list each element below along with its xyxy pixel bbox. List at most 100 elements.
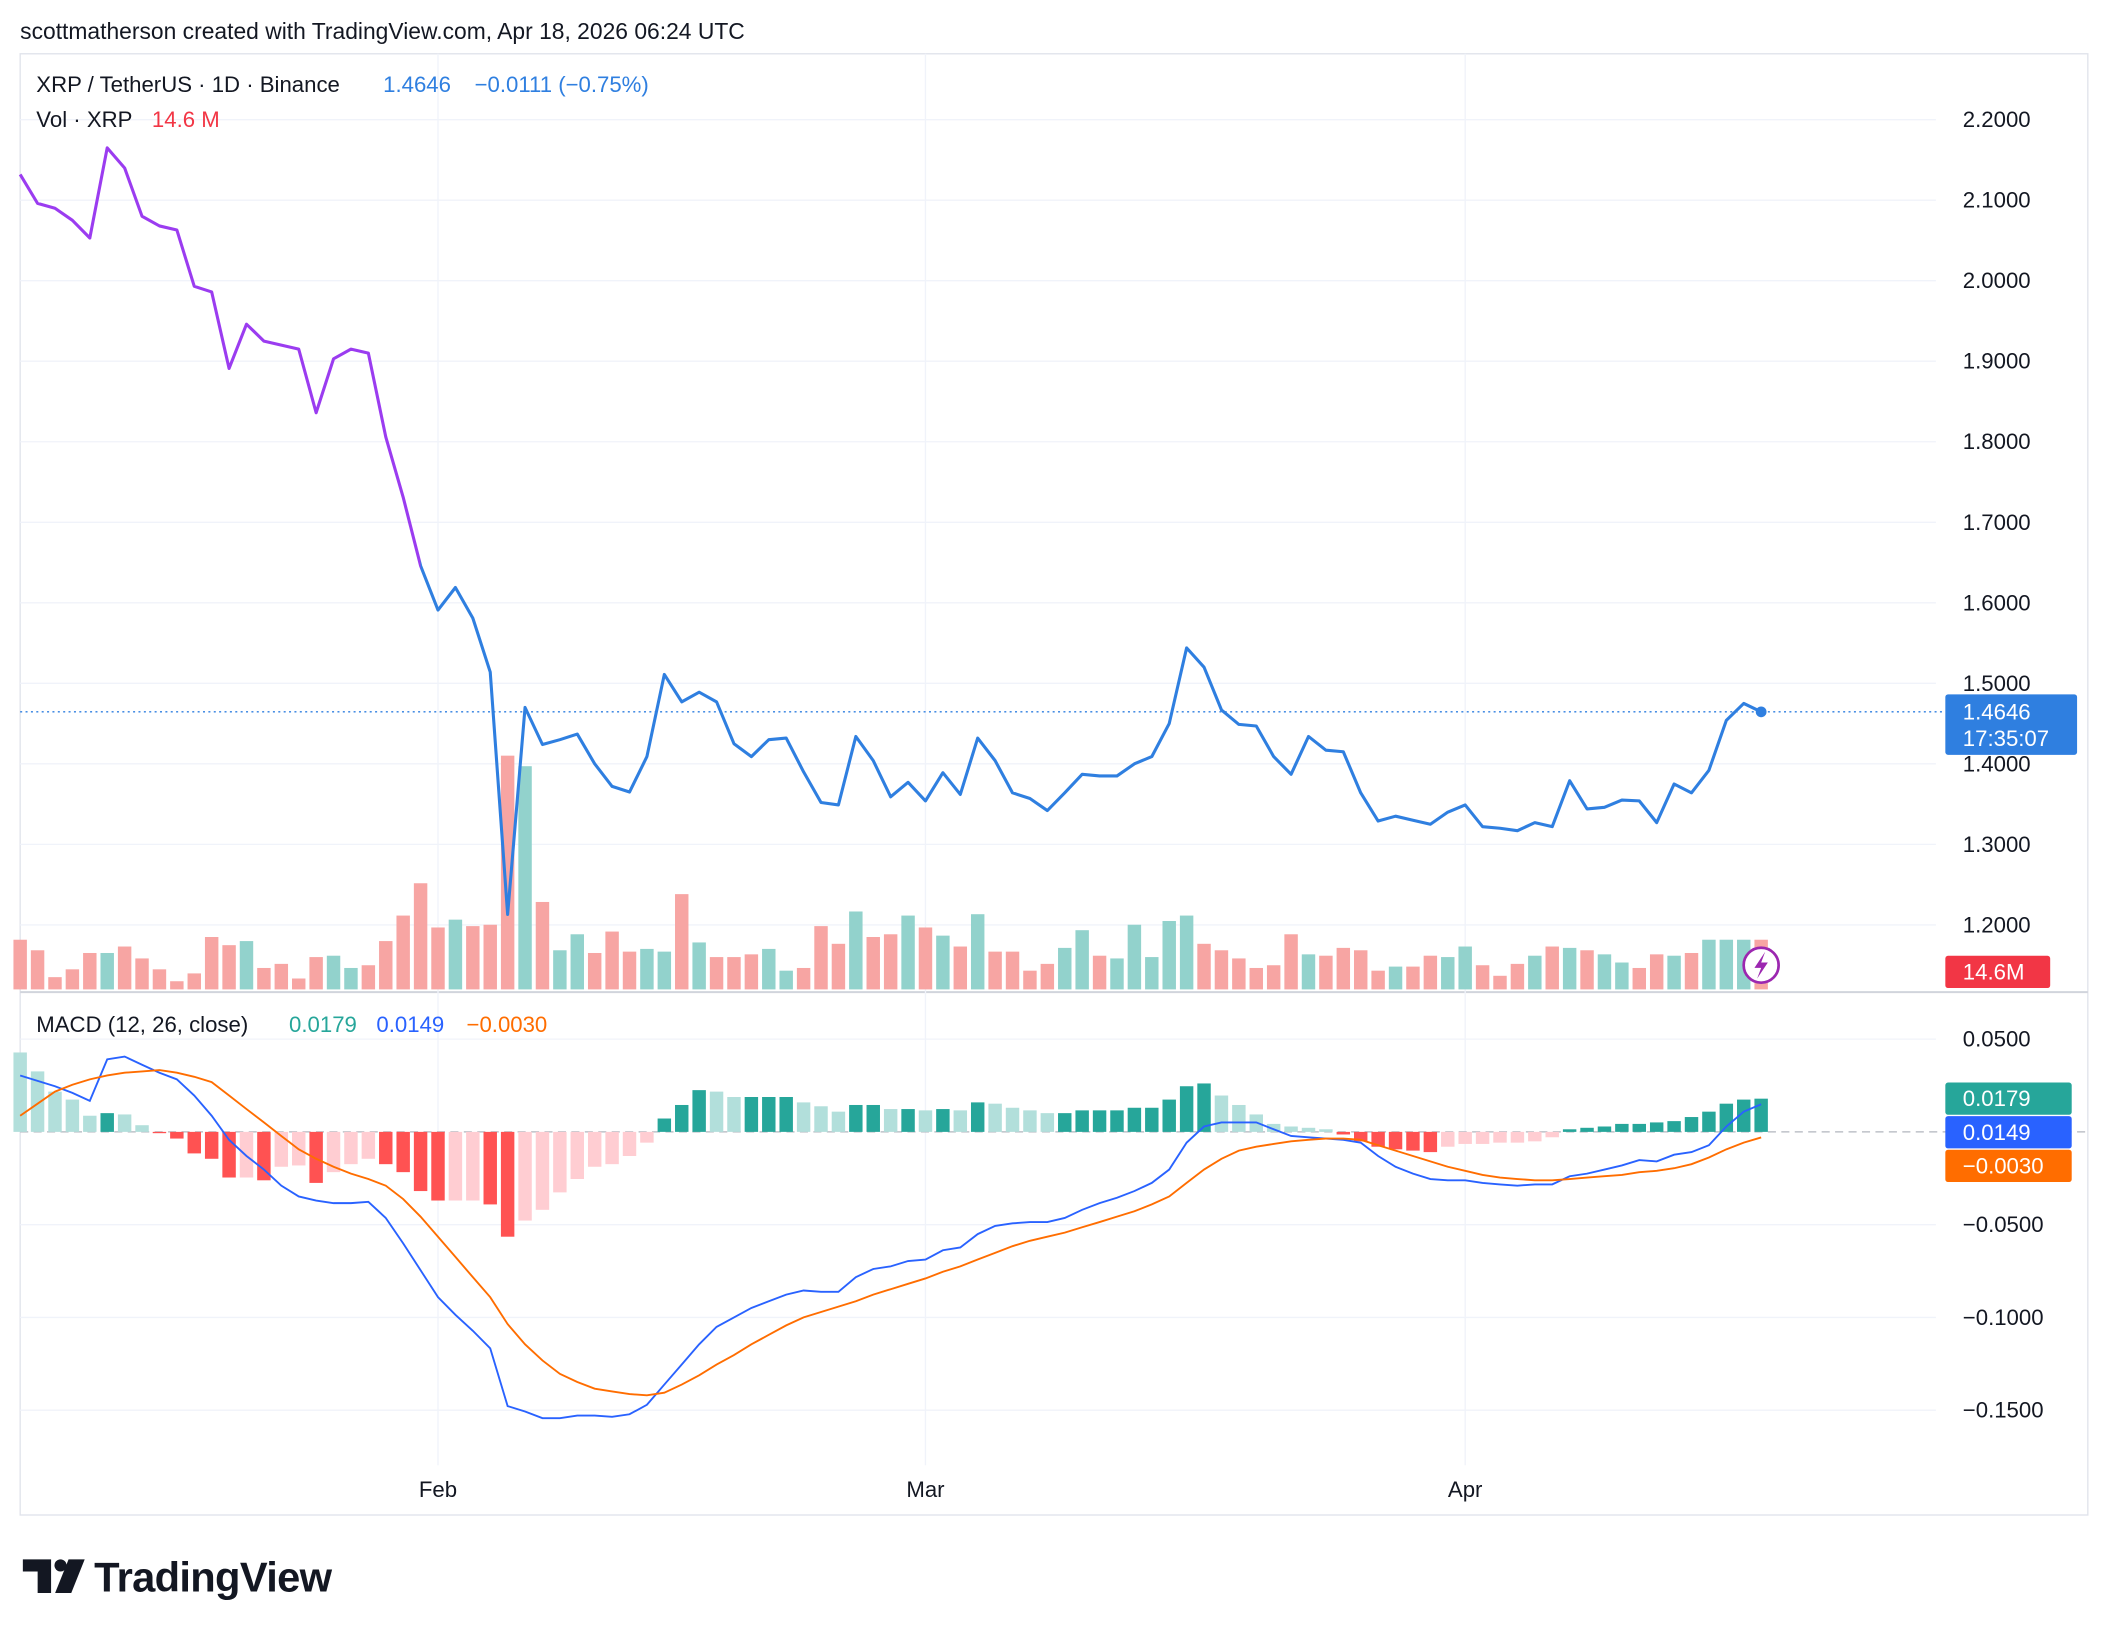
macd-histogram-bar <box>1649 1122 1664 1132</box>
macd-histogram-bar <box>1458 1131 1472 1144</box>
macd-histogram-bar <box>970 1102 985 1132</box>
volume-bar <box>553 950 567 990</box>
volume-bar <box>204 937 219 990</box>
macd-histogram-bar <box>1423 1131 1438 1153</box>
marks <box>13 146 2088 1420</box>
macd-histogram-bar <box>1092 1110 1107 1132</box>
x-tick-label: Apr <box>1448 1477 1483 1502</box>
macd-histogram-bar <box>1301 1127 1316 1132</box>
volume-bar <box>1075 930 1089 990</box>
volume-bar <box>692 942 706 990</box>
volume-badge <box>1945 955 2051 989</box>
price-y-tick-label: 1.9000 <box>1963 349 2031 374</box>
macd-histogram-bar <box>814 1106 828 1132</box>
volume-bar <box>1684 952 1699 990</box>
volume-bar <box>1597 954 1612 990</box>
volume-bar <box>1441 957 1455 990</box>
volume-bar <box>1145 957 1159 990</box>
volume-bar <box>100 952 114 990</box>
volume-bar <box>1319 955 1333 990</box>
macd-histogram-bar <box>535 1131 550 1210</box>
volume-bar <box>1388 966 1403 990</box>
volume-bar <box>1232 958 1246 990</box>
last-price: 1.4646 <box>383 72 451 97</box>
macd-histogram-bar <box>1336 1131 1351 1135</box>
macd-histogram-bar <box>1632 1123 1647 1132</box>
alert-icon[interactable] <box>1742 946 1780 985</box>
volume-bar <box>48 977 62 990</box>
macd-y-tick-label: −0.1000 <box>1963 1305 2044 1330</box>
volume-bar <box>431 927 445 990</box>
price-y-tick-label: 1.6000 <box>1963 590 2031 615</box>
macd-histogram-bar <box>187 1131 201 1154</box>
volume-bar <box>170 981 184 990</box>
macd-histogram-bar <box>1545 1131 1559 1138</box>
macd-histogram-bar <box>1040 1113 1055 1132</box>
macd-histogram-bar <box>953 1110 968 1132</box>
volume-bar <box>762 948 776 990</box>
macd-histogram-bar <box>117 1114 132 1132</box>
macd-histogram-bar <box>1005 1107 1020 1132</box>
volume-badge-label: 14.6M <box>1963 959 2025 984</box>
macd-histogram-bar <box>1754 1098 1768 1132</box>
volume-bar <box>30 950 45 990</box>
volume-bar <box>744 954 759 990</box>
volume-bar <box>239 941 254 990</box>
volume-bar <box>500 755 515 990</box>
macd-y-tick-label: −0.0500 <box>1963 1212 2044 1237</box>
macd-histogram-bar <box>1127 1107 1142 1132</box>
macd-histogram-bar <box>448 1131 463 1201</box>
macd-badge <box>1945 1116 2072 1149</box>
volume-bar <box>901 915 915 990</box>
price-y-tick-label: 2.0000 <box>1963 268 2031 293</box>
macd-badge <box>1945 1082 2072 1115</box>
macd-histogram-bar <box>1493 1131 1507 1143</box>
grid <box>20 53 1936 1466</box>
volume-bar <box>1423 955 1438 990</box>
macd-signal-last: −0.0030 <box>467 1012 548 1037</box>
macd-histogram-bar <box>413 1131 428 1192</box>
logo[interactable]: TradingView <box>22 1553 333 1600</box>
volume-bar <box>1580 950 1594 990</box>
volume-bar <box>1545 946 1559 990</box>
volume-bar <box>622 951 637 990</box>
volume-bar <box>849 911 863 990</box>
volume-bar <box>65 969 80 990</box>
macd-histogram-bar <box>1684 1117 1699 1132</box>
macd-histogram-bar <box>709 1091 724 1132</box>
volume-bar <box>361 965 376 990</box>
volume-bar <box>1562 947 1577 990</box>
volume-bar <box>1179 915 1194 990</box>
macd-histogram-bar <box>466 1131 480 1201</box>
volume-bar <box>518 766 532 990</box>
macd-histogram-bar <box>1510 1131 1525 1143</box>
last-price-dot <box>1755 706 1767 718</box>
logo-text: TradingView <box>94 1553 332 1600</box>
volume-bar <box>13 939 27 990</box>
macd-histogram-bar <box>1197 1083 1211 1132</box>
macd-histogram-bar <box>309 1131 323 1183</box>
macd-histogram-bar <box>883 1109 898 1132</box>
macd-histogram-bar <box>1702 1111 1716 1132</box>
volume-bar <box>1023 970 1037 990</box>
volume-bar <box>1406 966 1420 990</box>
macd-line <box>19 1055 1762 1420</box>
volume-bar <box>988 951 1002 990</box>
macd-histogram-bar <box>936 1109 950 1132</box>
price-y-tick-label: 1.7000 <box>1963 510 2031 535</box>
price-line <box>18 146 1762 916</box>
price-y-tick-label: 2.2000 <box>1963 107 2031 132</box>
volume-bar <box>1649 954 1664 990</box>
macd-histogram-bar <box>1667 1121 1681 1132</box>
macd-histogram-bar <box>396 1131 410 1173</box>
macd-histogram-bar <box>1354 1131 1368 1142</box>
macd-histogram-bar <box>1214 1095 1229 1132</box>
macd-histogram-bar <box>65 1099 80 1132</box>
volume-bar <box>779 970 793 990</box>
volume-bar <box>1336 947 1351 990</box>
price-badge-label: 1.4646 <box>1963 699 2031 724</box>
macd-histogram-bar <box>1562 1129 1577 1132</box>
volume-bar <box>466 926 480 990</box>
macd-histogram-bar <box>866 1104 880 1132</box>
